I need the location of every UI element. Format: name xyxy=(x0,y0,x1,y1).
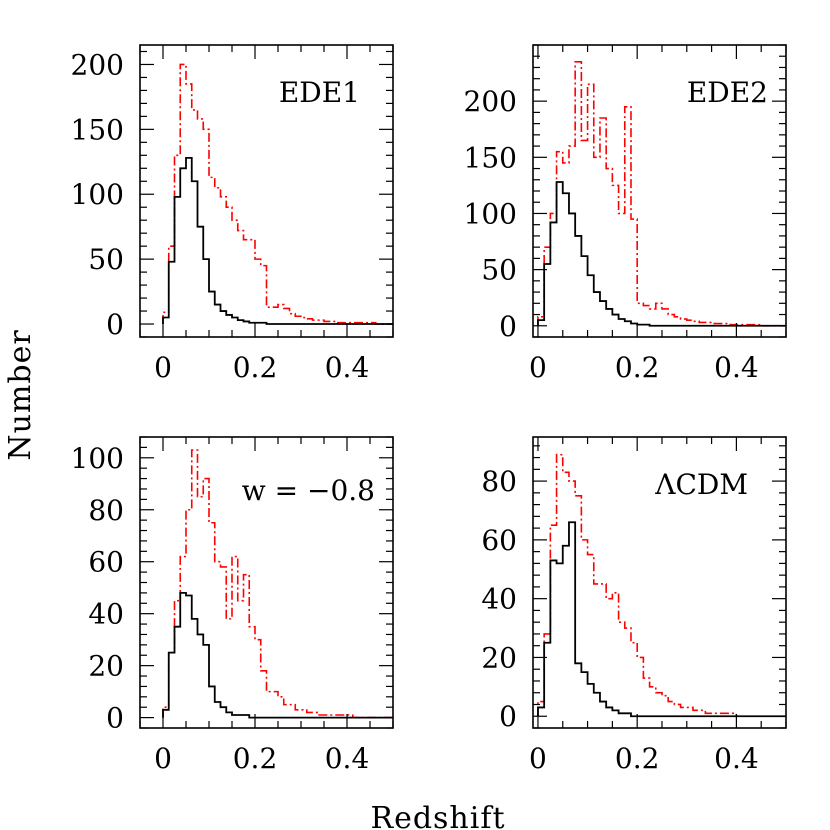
panel-label: EDE2 xyxy=(687,76,768,109)
y-tick-label: 150 xyxy=(71,113,124,146)
y-tick-label: 0 xyxy=(106,308,124,341)
x-tick-label: 0 xyxy=(529,742,547,775)
x-tick-label: 0.4 xyxy=(325,742,370,775)
panel-lcdm: 0 0.2 0.4 0 20 40 60 80 ΛCDM xyxy=(481,436,787,775)
x-tick-label: 0 xyxy=(529,351,547,384)
histogram-series-dashdot xyxy=(162,63,393,325)
y-tick-label: 60 xyxy=(88,546,124,579)
y-tick-label: 150 xyxy=(464,141,517,174)
y-tick-label: 0 xyxy=(499,700,517,733)
histogram-series-dashdot xyxy=(537,61,786,327)
y-tick-label: 200 xyxy=(464,85,517,118)
y-tick-label: 0 xyxy=(106,702,124,735)
y-tick-label: 100 xyxy=(71,442,124,475)
x-axis-title: Redshift xyxy=(370,801,505,830)
x-tick-label: 0.4 xyxy=(714,351,759,384)
y-tick-label: 100 xyxy=(71,178,124,211)
panel-label: EDE1 xyxy=(279,76,360,109)
y-tick-label: 50 xyxy=(88,243,124,276)
y-tick-label: 40 xyxy=(88,598,124,631)
x-tick-label: 0.2 xyxy=(615,742,660,775)
panel-w-minus-0-8: 0 0.2 0.4 0 20 40 60 80 100 w = −0.8 xyxy=(71,436,394,775)
y-tick-label: 80 xyxy=(88,494,124,527)
y-tick-label: 50 xyxy=(481,254,517,287)
x-tick-label: 0.4 xyxy=(714,742,759,775)
histogram-series-dashdot xyxy=(537,453,786,718)
histogram-series-solid xyxy=(162,157,393,325)
y-tick-label: 0 xyxy=(499,310,517,343)
y-tick-label: 20 xyxy=(481,641,517,674)
y-tick-label: 80 xyxy=(481,465,517,498)
histogram-series-solid xyxy=(162,591,393,719)
y-tick-label: 200 xyxy=(71,48,124,81)
panel-label: w = −0.8 xyxy=(242,474,375,507)
histogram-series-dashdot xyxy=(162,449,393,719)
x-tick-label: 0 xyxy=(154,742,172,775)
y-tick-label: 60 xyxy=(481,524,517,557)
x-tick-label: 0.2 xyxy=(233,742,278,775)
y-axis-title: Number xyxy=(3,329,38,460)
y-tick-label: 40 xyxy=(481,583,517,616)
panel-frame xyxy=(532,436,787,729)
panel-label: ΛCDM xyxy=(654,468,748,501)
x-tick-label: 0 xyxy=(154,351,172,384)
histogram-series-solid xyxy=(537,521,786,718)
y-tick-label: 100 xyxy=(464,197,517,230)
panel-frame xyxy=(139,44,394,338)
x-tick-label: 0.4 xyxy=(325,351,370,384)
y-tick-label: 20 xyxy=(88,650,124,683)
panel-ede2: 0 0.2 0.4 0 50 100 150 200 EDE2 xyxy=(464,44,787,384)
panel-ede1: 0 0.2 0.4 0 50 100 150 200 EDE1 xyxy=(71,44,394,384)
x-tick-label: 0.2 xyxy=(615,351,660,384)
histogram-series-solid xyxy=(537,181,786,327)
x-tick-label: 0.2 xyxy=(233,351,278,384)
